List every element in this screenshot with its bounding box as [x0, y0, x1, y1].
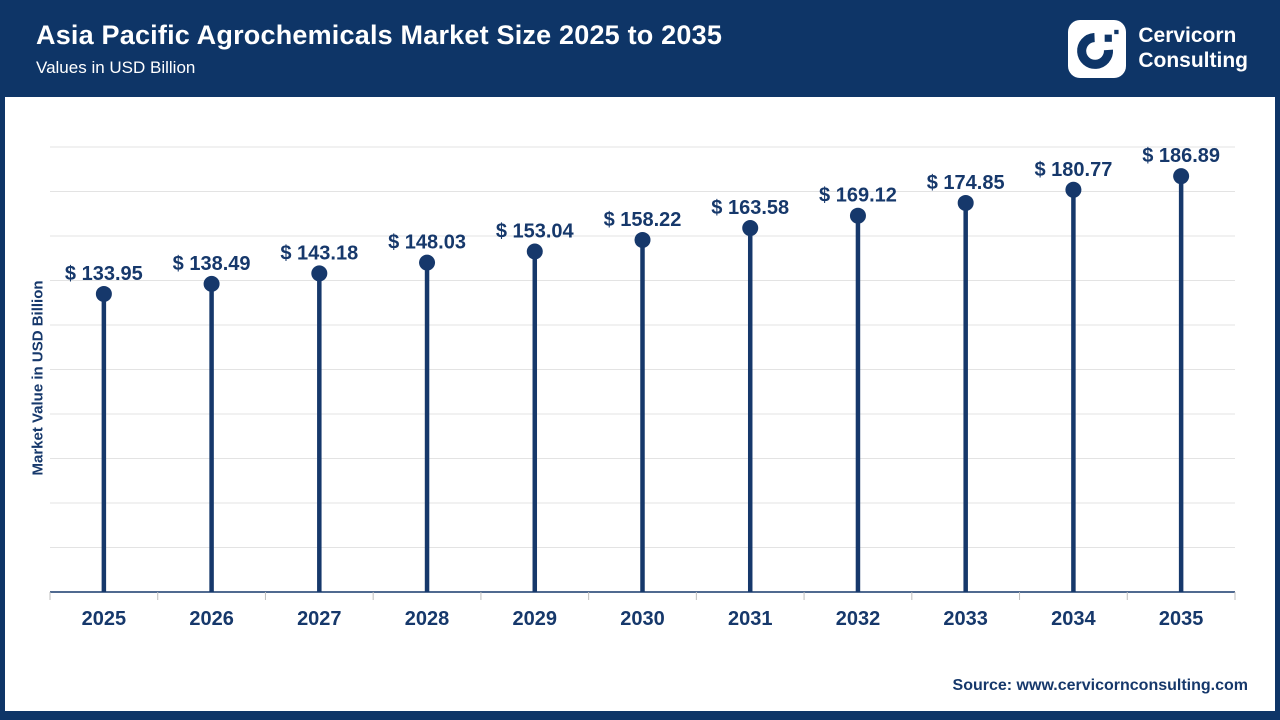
data-label: $ 180.77 — [1034, 159, 1112, 181]
chart-subtitle: Values in USD Billion — [36, 57, 196, 77]
data-label: $ 163.58 — [711, 197, 789, 219]
x-tick-label: 2025 — [82, 608, 127, 630]
data-label: $ 169.12 — [819, 185, 897, 207]
x-tick-label: 2033 — [943, 608, 988, 630]
data-label: $ 143.18 — [280, 242, 358, 264]
y-axis-title: Market Value in USD Billion — [29, 280, 47, 476]
lollipop-dot — [742, 220, 759, 237]
company-logo-text: Cervicorn Consulting — [1138, 24, 1248, 74]
chart-title: Asia Pacific Agrochemicals Market Size 2… — [36, 19, 723, 50]
company-logo: Cervicorn Consulting — [1068, 19, 1248, 78]
logo-line1: Cervicorn — [1138, 23, 1237, 47]
x-tick-label: 2034 — [1051, 608, 1096, 630]
frame-bottom-border — [0, 711, 1280, 720]
data-label: $ 158.22 — [604, 209, 682, 231]
lollipop-dot — [526, 243, 543, 260]
data-label: $ 174.85 — [927, 172, 1005, 194]
data-label: $ 133.95 — [65, 263, 143, 285]
header-band: Asia Pacific Agrochemicals Market Size 2… — [0, 0, 1280, 97]
cervicorn-logo-icon — [1068, 19, 1127, 78]
frame-right-border — [1275, 0, 1280, 720]
logo-line2: Consulting — [1138, 48, 1248, 72]
lollipop-dot — [419, 254, 436, 271]
data-label: $ 153.04 — [496, 220, 575, 242]
lollipop-dot — [1065, 181, 1082, 198]
frame-left-border — [0, 0, 5, 720]
lollipop-dot — [1173, 168, 1190, 185]
x-tick-label: 2032 — [836, 608, 881, 630]
x-tick-label: 2026 — [189, 608, 234, 630]
x-tick-label: 2030 — [620, 608, 665, 630]
lollipop-dot — [634, 231, 651, 248]
source-text: Source: www.cervicornconsulting.com — [952, 677, 1248, 694]
lollipop-dot — [311, 265, 328, 282]
data-label: $ 138.49 — [173, 253, 251, 275]
x-tick-label: 2035 — [1159, 608, 1204, 630]
x-tick-label: 2029 — [513, 608, 558, 630]
lollipop-chart: $ 133.95 2025 $ 138.49 2026 $ 143.18 2027 $ 14… — [49, 145, 1236, 630]
data-label: $ 148.03 — [388, 232, 466, 254]
lollipop-dot — [203, 275, 220, 292]
lollipop-dot — [95, 285, 112, 302]
x-tick-label: 2031 — [728, 608, 773, 630]
lollipop-dot — [849, 207, 866, 224]
x-tick-label: 2027 — [297, 608, 342, 630]
x-tick-label: 2028 — [405, 608, 450, 630]
data-label: $ 186.89 — [1142, 145, 1220, 167]
lollipop-dot — [957, 194, 974, 211]
